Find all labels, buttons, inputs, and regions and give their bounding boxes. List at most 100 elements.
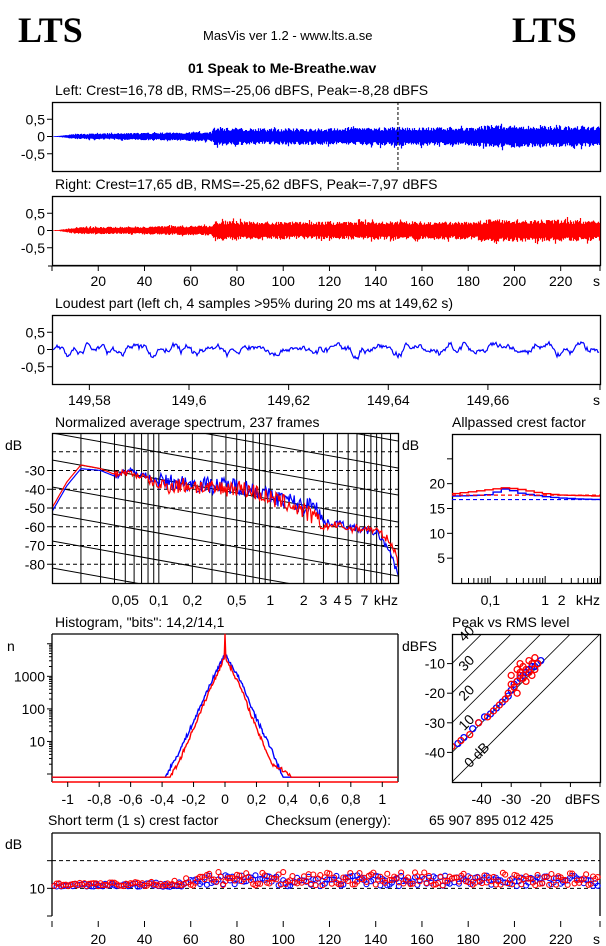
loudest-part-line	[52, 340, 600, 361]
short-term-point-right	[266, 880, 273, 887]
xtick-label: 80	[229, 931, 245, 946]
short-term-point-right	[425, 872, 432, 879]
peak-rms-ylabel: dBFS	[402, 638, 438, 654]
short-term-point-right	[337, 880, 345, 887]
xtick-label: 4	[333, 592, 341, 608]
xtick-label: 0,1	[481, 592, 501, 608]
xtick-label: s	[593, 273, 600, 289]
short-term-point-left	[374, 873, 382, 880]
peak-rms-point-right	[466, 730, 474, 739]
peak-rms-point-right	[457, 736, 465, 745]
xtick-label: 3	[320, 592, 328, 608]
short-term-point-left	[395, 883, 402, 890]
ytick-label: -70	[25, 538, 45, 554]
right-waveform-title: Right: Crest=17,65 dB, RMS=-25,62 dBFS, …	[55, 176, 438, 192]
xtick-label: 60	[183, 273, 199, 289]
xtick-label: 0	[221, 791, 229, 807]
short-term-point-right	[217, 873, 224, 880]
ytick-label: 0	[37, 342, 45, 358]
xtick-label: -1	[62, 791, 75, 807]
ytick-label: -30	[425, 715, 445, 731]
short-term-point-left	[455, 880, 463, 887]
xtick-label: 149,66	[466, 392, 509, 408]
ytick-label: 10	[29, 733, 45, 749]
xtick-label: 149,6	[171, 392, 206, 408]
xtick-label: -0,8	[87, 791, 111, 807]
peak-rms-point-right	[507, 671, 515, 680]
short-term-point-right	[349, 881, 356, 888]
ytick-label: -0,5	[21, 359, 45, 375]
xtick-label: 20	[90, 931, 106, 946]
xtick-label: 149,64	[367, 392, 410, 408]
short-term-point-left	[240, 878, 247, 885]
peak-rms-point-right	[483, 713, 492, 721]
xtick-label: 0,4	[278, 791, 298, 807]
short-term-point-right	[451, 874, 458, 881]
ytick-label: -60	[25, 519, 45, 535]
xtick-label: 120	[318, 273, 342, 289]
short-term-point-right	[331, 874, 338, 881]
short-term-point-right	[418, 873, 426, 881]
lts-logo-left: LTS	[18, 10, 83, 50]
peak-rms-point-right	[504, 689, 512, 697]
short-term-ylabel: dB	[5, 836, 23, 852]
spectrum-slope-line	[52, 757, 398, 819]
ytick-label: -0,5	[21, 240, 45, 256]
histogram-ylabel: n	[7, 638, 15, 654]
peak-rms-plot	[452, 634, 600, 782]
short-term-point-right	[303, 878, 310, 885]
spectrum-line-right	[52, 464, 398, 568]
xtick-label: -20	[531, 791, 551, 807]
spectrum-slope-line	[52, 136, 398, 198]
short-term-point-right	[534, 871, 541, 878]
peak-rms-point-right	[452, 742, 456, 751]
short-term-point-left	[231, 881, 238, 888]
ytick-label: 0,5	[26, 111, 46, 127]
peak-rms-point-left	[480, 713, 489, 721]
short-term-point-right	[312, 882, 319, 889]
left-waveform-frame	[51, 101, 602, 173]
short-term-point-right	[386, 876, 393, 883]
lts-logo-right: LTS	[512, 10, 577, 50]
crest-line	[452, 634, 542, 724]
ytick-label: 5	[437, 550, 445, 566]
short-term-point-left	[363, 881, 370, 888]
xtick-label: kHz	[374, 592, 398, 608]
short-term-point-right	[455, 878, 463, 885]
xtick-label: 2	[558, 592, 566, 608]
ytick-label: -40	[425, 744, 445, 760]
short-term-point-right	[206, 870, 213, 877]
short-term-point-right	[321, 874, 328, 881]
xtick-label: -0,4	[150, 791, 174, 807]
ytick-label: 0	[37, 223, 45, 239]
short-term-point-left	[252, 872, 259, 879]
peak-rms-point-right	[531, 665, 539, 674]
short-term-point-right	[566, 870, 573, 877]
xtick-label: 80	[229, 273, 245, 289]
spectrum-ylabel: dB	[5, 437, 23, 453]
short-term-crest-title: Short term (1 s) crest factor	[48, 812, 219, 828]
short-term-point-right	[442, 877, 449, 884]
spectrum-slope-line	[52, 513, 398, 577]
short-term-point-right	[275, 871, 282, 878]
short-term-point-right	[393, 874, 400, 881]
short-term-point-right	[254, 880, 261, 887]
xtick-label: 220	[549, 273, 573, 289]
ytick-label: 10	[29, 880, 45, 896]
xtick-label: 0,5	[227, 592, 247, 608]
short-term-point-right	[261, 872, 268, 879]
short-term-point-right	[215, 869, 222, 876]
xtick-label: s	[593, 392, 600, 408]
short-term-point-left	[594, 882, 601, 889]
short-term-point-right	[546, 881, 553, 888]
xtick-label: 200	[503, 273, 527, 289]
xtick-label: 140	[364, 273, 388, 289]
short-term-point-right	[564, 881, 571, 888]
file-name: 01 Speak to Me-Breathe.wav	[188, 60, 377, 76]
xtick-label: 0,8	[341, 791, 361, 807]
checksum-label: Checksum (energy):	[265, 812, 392, 828]
xtick-label: 0,2	[183, 592, 203, 608]
xtick-label: -30	[501, 791, 521, 807]
histogram-line-left	[52, 651, 398, 778]
